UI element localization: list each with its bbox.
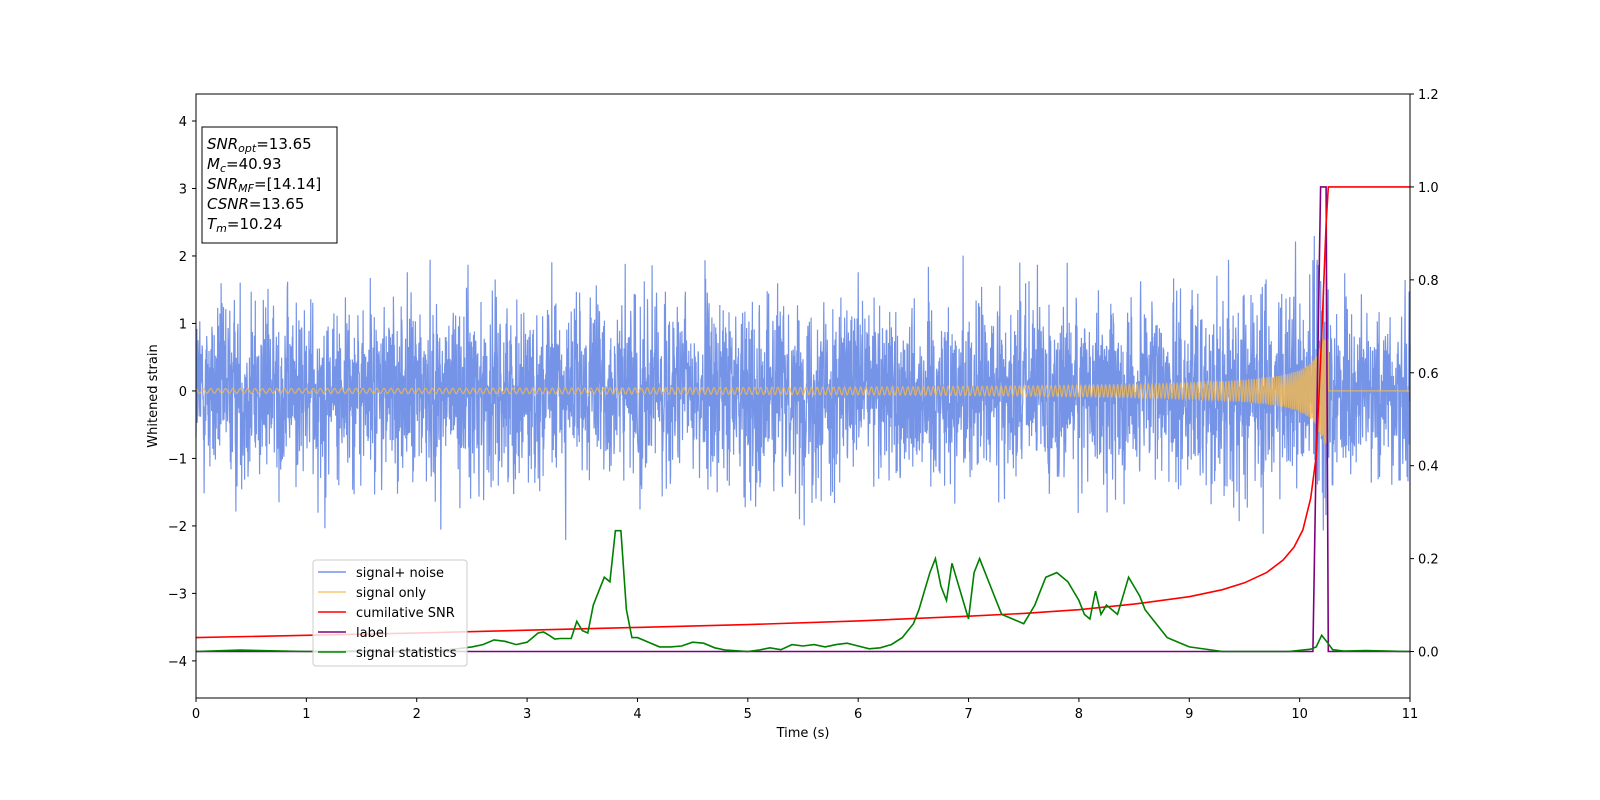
x-axis-label: Time (s) xyxy=(776,726,830,741)
legend: signal+ noise signal only cumilative SNR la… xyxy=(312,559,468,667)
y-tick-label: 2 xyxy=(179,250,187,265)
legend-frame xyxy=(312,559,468,667)
y-tick-label: 4 xyxy=(179,115,187,130)
y-tick-label: 3 xyxy=(179,182,187,197)
x-axis: 0 1 2 3 4 5 6 7 8 9 10 11 xyxy=(192,698,1418,722)
x-tick-label: 11 xyxy=(1402,707,1419,722)
y2-tick-label: 0.4 xyxy=(1418,460,1439,475)
legend-label: signal only xyxy=(356,586,426,601)
annotation-line: CSNR=13.65 xyxy=(207,195,304,213)
x-tick-label: 9 xyxy=(1185,707,1193,722)
y2-tick-label: 0.0 xyxy=(1418,646,1439,661)
legend-label: cumilative SNR xyxy=(356,606,455,621)
annotation-frame xyxy=(201,126,338,244)
signal-only-line xyxy=(195,338,1410,444)
annotation-box: SNRopt=13.65Mc=40.93SNRMF=[14.14]CSNR=13… xyxy=(201,126,338,244)
x-tick-label: 4 xyxy=(633,707,641,722)
legend-label: label xyxy=(356,626,387,641)
y2-tick-label: 0.2 xyxy=(1418,553,1439,568)
x-tick-label: 3 xyxy=(523,707,531,722)
y-tick-label: −1 xyxy=(168,452,187,467)
annotation-line: SNRMF=[14.14] xyxy=(207,175,321,195)
y-axis-label: Whitened strain xyxy=(146,344,161,447)
annotation-line: Mc=40.93 xyxy=(207,155,282,175)
y2-tick-label: 1.2 xyxy=(1418,88,1439,103)
cumulative-snr-line xyxy=(195,186,1410,639)
y-tick-label: 1 xyxy=(179,317,187,332)
signal-statistics-line xyxy=(195,529,1411,653)
annotation-line: Tm=10.24 xyxy=(207,215,282,235)
legend-label: signal+ noise xyxy=(356,566,444,581)
x-tick-label: 5 xyxy=(744,707,752,722)
y-axis-right: 0.0 0.2 0.4 0.6 0.8 1.0 1.2 xyxy=(1410,88,1439,661)
x-tick-label: 7 xyxy=(964,707,972,722)
right-axis-series xyxy=(195,186,1411,653)
x-tick-label: 6 xyxy=(854,707,862,722)
y-tick-label: −3 xyxy=(168,587,187,602)
y-tick-label: −2 xyxy=(168,520,187,535)
y-tick-label: −4 xyxy=(168,655,187,670)
x-tick-label: 8 xyxy=(1075,707,1083,722)
plot-frame xyxy=(195,93,1411,699)
y2-tick-label: 0.6 xyxy=(1418,367,1439,382)
signal-only-series xyxy=(195,338,1410,444)
y2-tick-label: 1.0 xyxy=(1418,181,1439,196)
y-axis-left: −4 −3 −2 −1 0 1 2 3 4 xyxy=(168,115,196,670)
x-tick-label: 0 xyxy=(192,707,200,722)
y-tick-label: 0 xyxy=(179,385,187,400)
x-tick-label: 10 xyxy=(1291,707,1308,722)
annotation-line: SNRopt=13.65 xyxy=(207,135,312,155)
x-tick-label: 1 xyxy=(302,707,310,722)
x-tick-label: 2 xyxy=(413,707,421,722)
y2-tick-label: 0.8 xyxy=(1418,274,1439,289)
legend-label: signal statistics xyxy=(356,646,457,661)
